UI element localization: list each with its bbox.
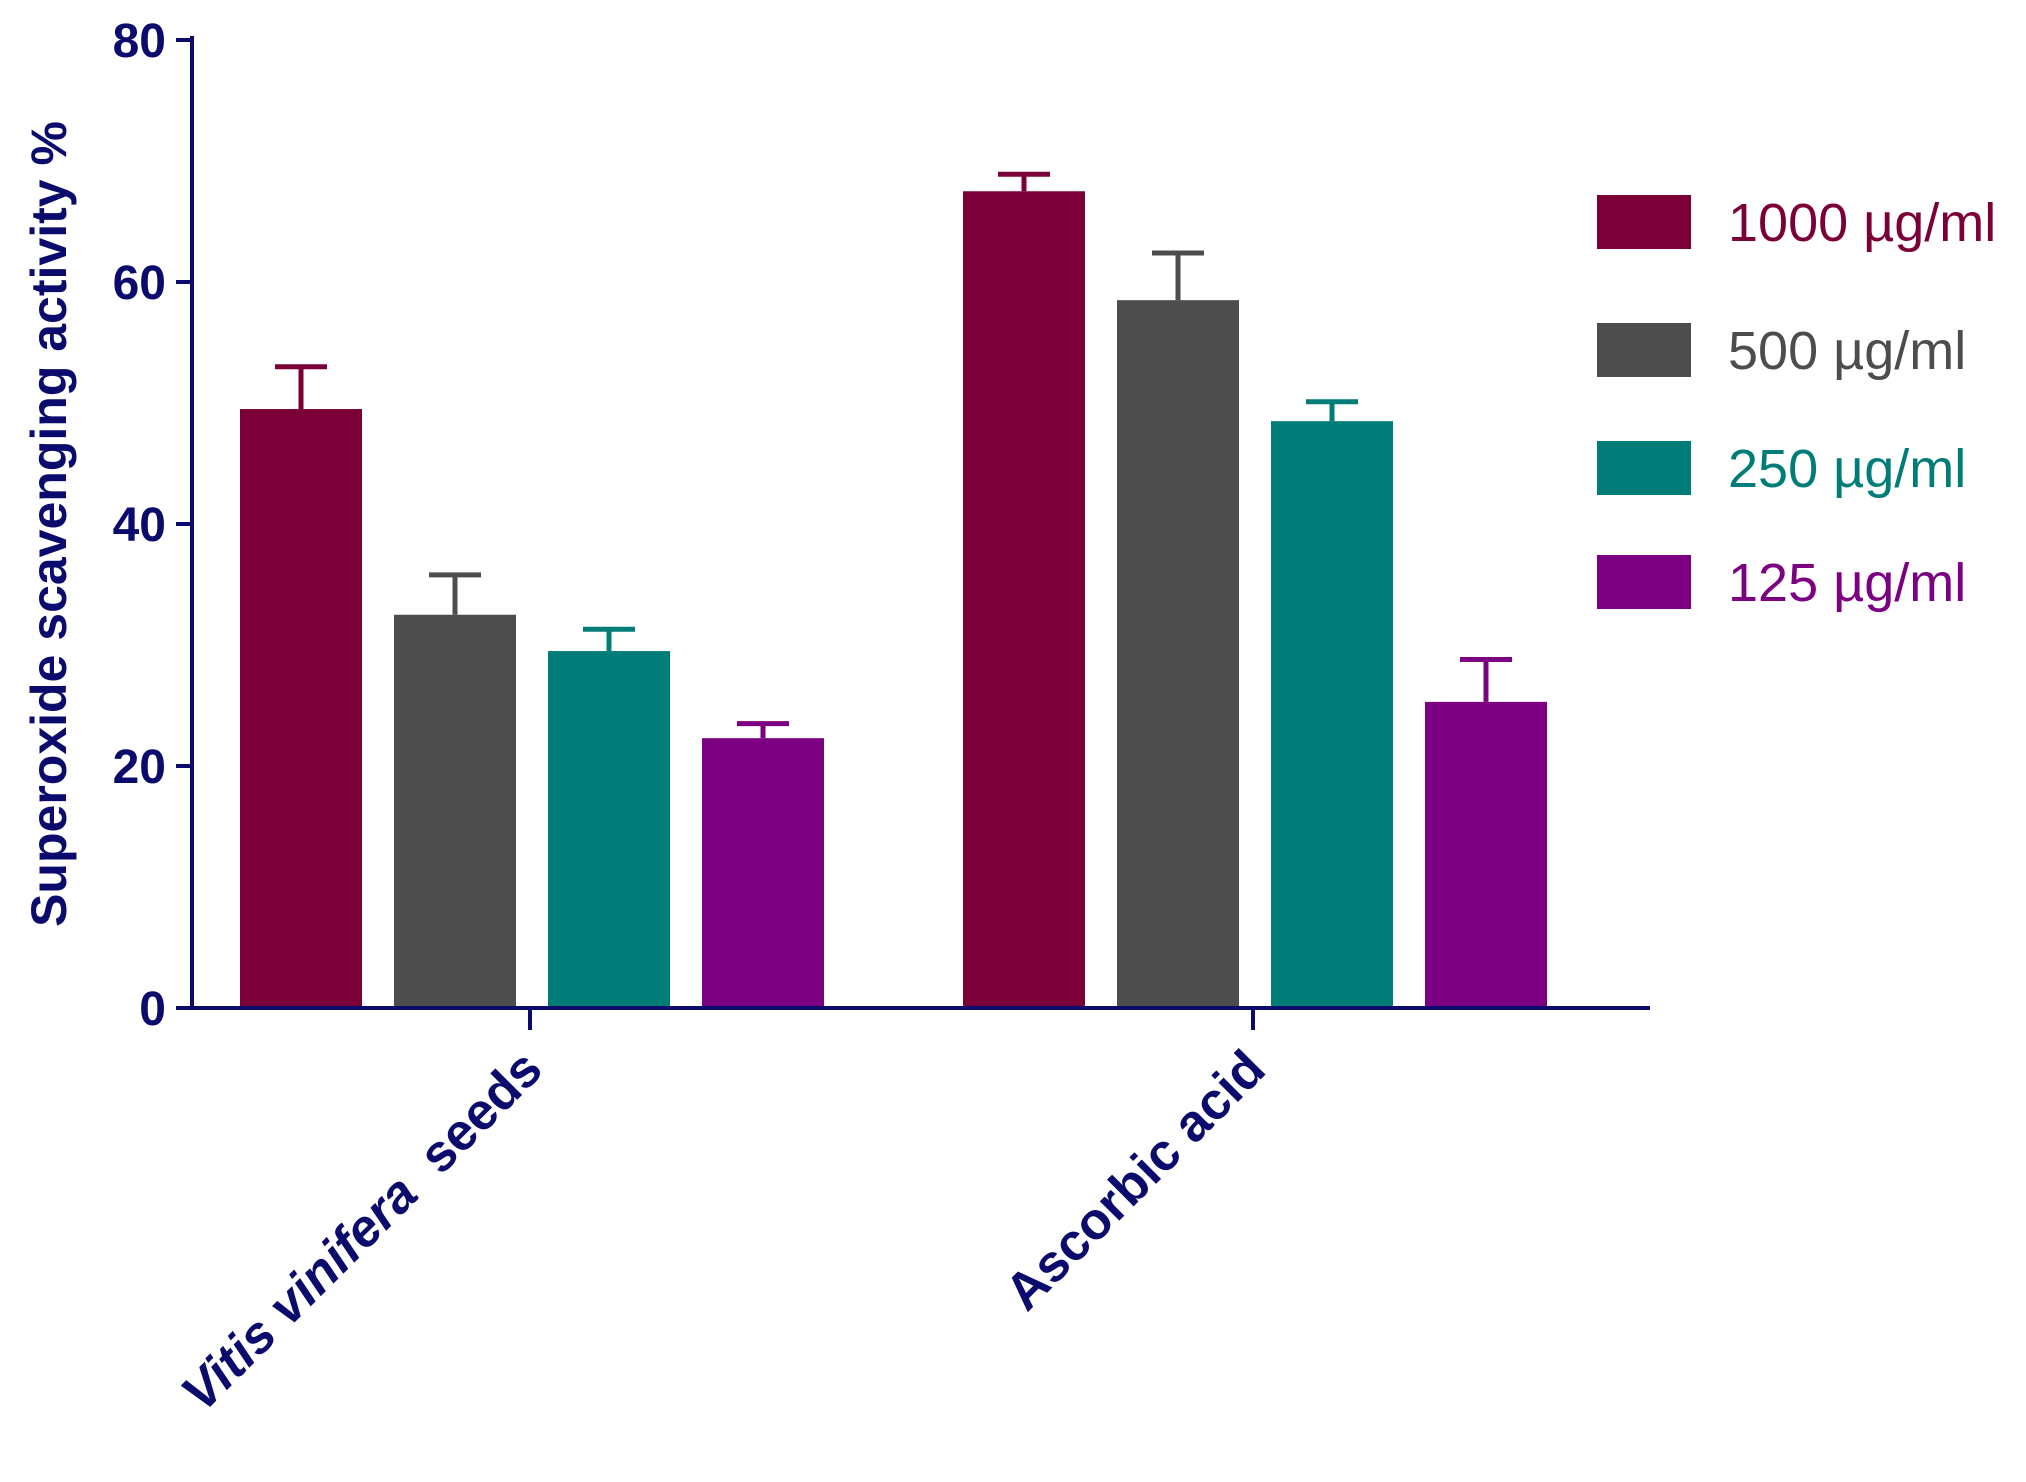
x-category-label-1: Vitis vinifera seeds <box>170 1039 553 1422</box>
x-category-label-2: Ascorbic acid <box>994 1039 1276 1321</box>
bar-1-1 <box>240 409 362 1008</box>
legend-swatch-4 <box>1597 555 1691 609</box>
y-tick-label-40: 40 <box>113 499 166 552</box>
x-category-label-1-part-1: Vitis vinifera <box>170 1164 428 1422</box>
legend-swatch-2 <box>1597 323 1691 377</box>
legend-swatch-1 <box>1597 195 1691 249</box>
y-tick-label-80: 80 <box>113 15 166 68</box>
bar-2-1 <box>394 614 516 1008</box>
legend: 1000 µg/ml 500 µg/ml 250 µg/ml 125 µg/ml <box>1597 193 1996 613</box>
legend-label-4: 125 µg/ml <box>1728 553 1966 613</box>
x-category-label-1-part-2: seeds <box>388 1039 554 1205</box>
bar-4-2 <box>1425 701 1547 1008</box>
legend-label-2: 500 µg/ml <box>1728 321 1966 381</box>
y-axis: 0 20 40 60 80 <box>113 15 194 1036</box>
bar-3-1 <box>548 651 670 1008</box>
y-tick-label-60: 60 <box>113 257 166 310</box>
plot-area <box>240 171 1547 1008</box>
bar-3-2 <box>1271 421 1393 1008</box>
bar-4-1 <box>702 738 824 1008</box>
x-category-label-2-part-1: Ascorbic acid <box>994 1039 1276 1321</box>
y-tick-label-20: 20 <box>113 741 166 794</box>
bar-2-2 <box>1117 300 1239 1008</box>
x-axis: Vitis vinifera seeds Ascorbic acid <box>170 1006 1650 1422</box>
y-axis-label: Superoxide scavenging activity % <box>21 121 77 927</box>
legend-label-3: 250 µg/ml <box>1728 439 1966 499</box>
y-tick-label-0: 0 <box>139 983 166 1036</box>
legend-swatch-3 <box>1597 441 1691 495</box>
legend-label-1: 1000 µg/ml <box>1728 193 1996 253</box>
bar-1-2 <box>963 191 1085 1008</box>
